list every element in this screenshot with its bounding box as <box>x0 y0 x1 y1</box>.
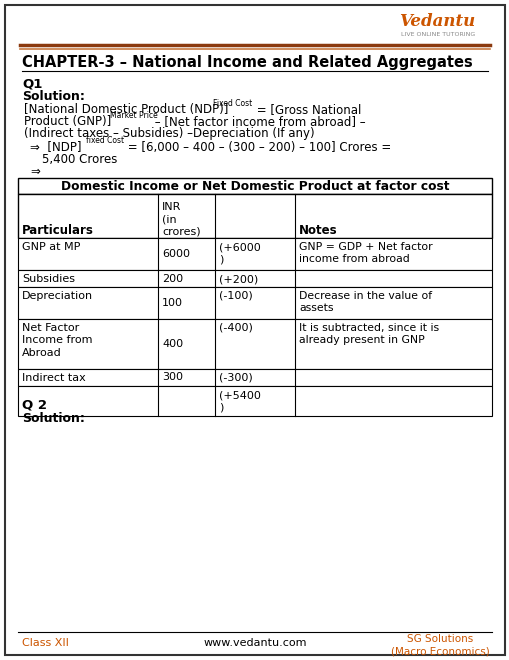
Text: (-100): (-100) <box>218 291 252 301</box>
Text: (Indirect taxes – Subsidies) –Depreciation (If any): (Indirect taxes – Subsidies) –Depreciati… <box>24 127 314 141</box>
Text: Net Factor
Income from
Abroad: Net Factor Income from Abroad <box>22 323 92 358</box>
Text: (-400): (-400) <box>218 323 252 333</box>
Ellipse shape <box>95 150 414 490</box>
Text: GNP at MP: GNP at MP <box>22 242 80 252</box>
Text: ⇒  [NDP]: ⇒ [NDP] <box>30 141 81 154</box>
Text: Domestic Income or Net Domestic Product at factor cost: Domestic Income or Net Domestic Product … <box>61 180 448 193</box>
Text: Fixed Cost: Fixed Cost <box>213 99 252 108</box>
Text: – [Net factor income from abroad] –: – [Net factor income from abroad] – <box>151 115 365 129</box>
Text: Subsidies: Subsidies <box>22 274 75 284</box>
Text: 400: 400 <box>162 339 183 349</box>
Text: INR
(in
crores): INR (in crores) <box>162 202 200 236</box>
Bar <box>18 287 491 319</box>
Bar <box>18 238 491 270</box>
Text: Vedantu: Vedantu <box>398 13 474 30</box>
Text: SG Solutions
(Macro Economics): SG Solutions (Macro Economics) <box>390 634 489 656</box>
Text: Depreciation: Depreciation <box>22 291 93 301</box>
Text: Q 2: Q 2 <box>22 399 47 411</box>
Text: = [Gross National: = [Gross National <box>252 104 361 117</box>
Text: (-300): (-300) <box>218 373 252 383</box>
Text: ⇒: ⇒ <box>30 164 40 178</box>
Text: 100: 100 <box>162 298 183 308</box>
Text: 6000: 6000 <box>162 249 190 259</box>
Bar <box>18 194 491 238</box>
Text: Solution:: Solution: <box>22 412 84 426</box>
Bar <box>18 386 491 416</box>
Text: Q1: Q1 <box>22 77 42 90</box>
Text: Decrease in the value of
assets: Decrease in the value of assets <box>298 291 431 314</box>
Text: www.vedantu.com: www.vedantu.com <box>203 638 306 648</box>
Text: Indirect tax: Indirect tax <box>22 373 86 383</box>
Text: Market Price: Market Price <box>110 111 157 120</box>
Text: [National Domestic Product (NDP)]: [National Domestic Product (NDP)] <box>24 104 228 117</box>
Text: (+200): (+200) <box>218 274 258 284</box>
Text: Product (GNP)]: Product (GNP)] <box>24 115 111 129</box>
Text: Notes: Notes <box>298 224 337 236</box>
Polygon shape <box>160 160 349 360</box>
Text: Class XII: Class XII <box>22 638 69 648</box>
Bar <box>18 270 491 287</box>
Text: (+6000
): (+6000 ) <box>218 242 260 265</box>
Text: fixed Cost: fixed Cost <box>86 136 124 145</box>
Text: LIVE ONLINE TUTORING: LIVE ONLINE TUTORING <box>400 32 474 36</box>
Text: 5,400 Crores: 5,400 Crores <box>42 152 117 166</box>
Text: CHAPTER-3 – National Income and Related Aggregates: CHAPTER-3 – National Income and Related … <box>22 55 472 71</box>
Bar <box>18 369 491 386</box>
Text: Solution:: Solution: <box>22 90 84 104</box>
Bar <box>18 178 491 194</box>
Text: It is subtracted, since it is
already present in GNP: It is subtracted, since it is already pr… <box>298 323 438 345</box>
Text: 200: 200 <box>162 273 183 284</box>
Text: = [6,000 – 400 – (300 – 200) – 100] Crores =: = [6,000 – 400 – (300 – 200) – 100] Cror… <box>124 141 390 154</box>
Text: 300: 300 <box>162 372 183 383</box>
Text: GNP = GDP + Net factor
income from abroad: GNP = GDP + Net factor income from abroa… <box>298 242 432 265</box>
Bar <box>18 319 491 369</box>
Text: Particulars: Particulars <box>22 224 94 236</box>
Text: (+5400
): (+5400 ) <box>218 390 261 412</box>
